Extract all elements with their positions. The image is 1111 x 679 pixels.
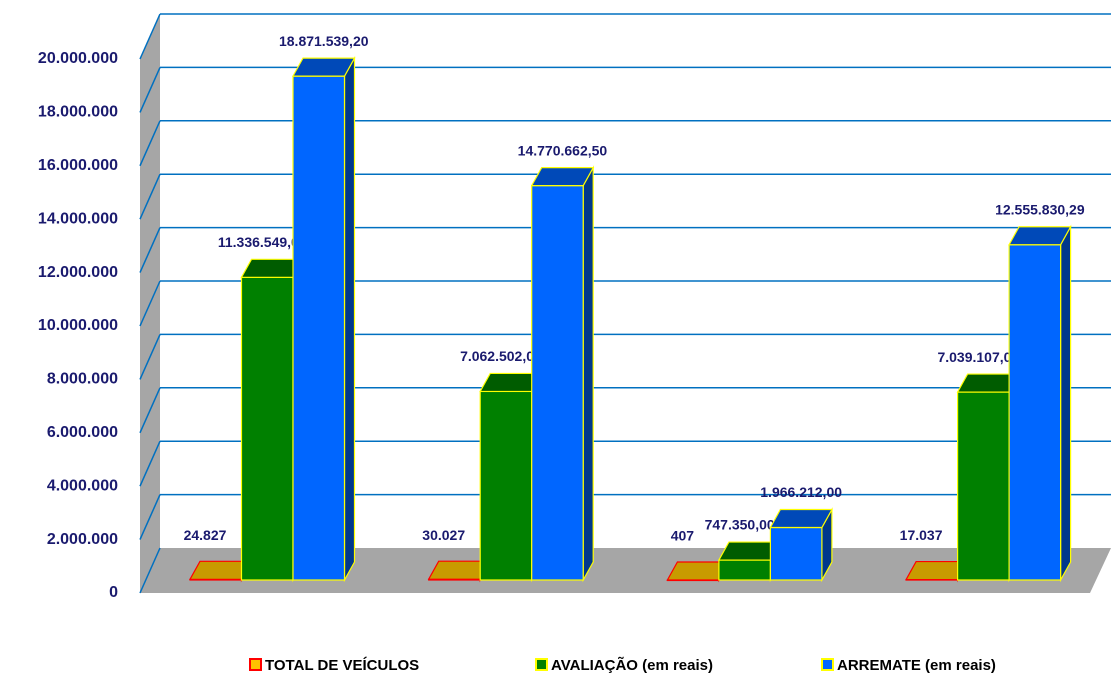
- y-tick-label: 2.000.000: [47, 531, 118, 548]
- bar: [292, 75, 346, 581]
- grid-line: [139, 387, 161, 434]
- y-tick-label: 14.000.000: [38, 210, 118, 227]
- bar: [718, 559, 772, 581]
- y-tick-label: 18.000.000: [38, 104, 118, 121]
- bar-top: [530, 167, 595, 187]
- grid-line: [139, 547, 161, 594]
- value-label: 30.027: [422, 527, 465, 543]
- grid-line: [139, 13, 161, 60]
- value-label: 12.555.830,29: [995, 201, 1085, 217]
- value-label: 14.770.662,50: [518, 142, 608, 158]
- bar-top: [291, 57, 356, 77]
- y-tick-label: 20.000.000: [38, 50, 118, 67]
- floor: [140, 548, 1111, 593]
- grid-line: [139, 120, 161, 167]
- bar: [479, 390, 533, 581]
- grid-line: [139, 440, 161, 487]
- grid-line: [139, 227, 161, 273]
- value-label: 17.037: [900, 527, 943, 543]
- y-tick-label: 4.000.000: [47, 477, 118, 494]
- value-label: 1.966.212,00: [760, 484, 842, 500]
- legend-label: ARREMATE (em reais): [837, 657, 996, 674]
- bar-top: [769, 508, 833, 529]
- value-label: 18.871.539,20: [279, 33, 369, 49]
- y-tick-label: 10.000.000: [38, 317, 118, 334]
- legend-label: TOTAL DE VEÍCULOS: [265, 657, 419, 674]
- bar: [240, 276, 294, 581]
- bar: [1008, 244, 1062, 581]
- y-tick-label: 12.000.000: [38, 264, 118, 281]
- bar: [531, 185, 584, 581]
- bar: [956, 391, 1010, 581]
- value-label: 747.350,00: [705, 517, 775, 533]
- legend-marker: [821, 658, 834, 671]
- grid-line: [139, 334, 161, 380]
- legend-marker: [249, 658, 262, 671]
- y-tick-label: 0: [109, 584, 118, 601]
- grid-line: [139, 494, 161, 540]
- bar-side: [1059, 224, 1072, 583]
- bar-side: [343, 55, 356, 583]
- bar-side: [582, 165, 594, 583]
- bar: [769, 526, 823, 581]
- grid-line: [139, 173, 161, 220]
- value-label: 11.336.549,00: [218, 234, 307, 250]
- grid-line: [139, 67, 161, 113]
- value-label: 7.062.502,00: [460, 348, 542, 364]
- legend-label: AVALIAÇÃO (em reais): [551, 656, 713, 674]
- y-tick-label: 6.000.000: [47, 424, 118, 441]
- y-tick-label: 16.000.000: [38, 157, 118, 174]
- y-tick-label: 8.000.000: [47, 371, 118, 388]
- value-label: 7.039.107,00: [937, 349, 1019, 365]
- value-label: 407: [671, 528, 695, 544]
- legend-marker: [535, 658, 548, 671]
- value-label: 24.827: [184, 527, 227, 543]
- grid-line: [139, 280, 161, 327]
- bar-top: [1008, 226, 1072, 246]
